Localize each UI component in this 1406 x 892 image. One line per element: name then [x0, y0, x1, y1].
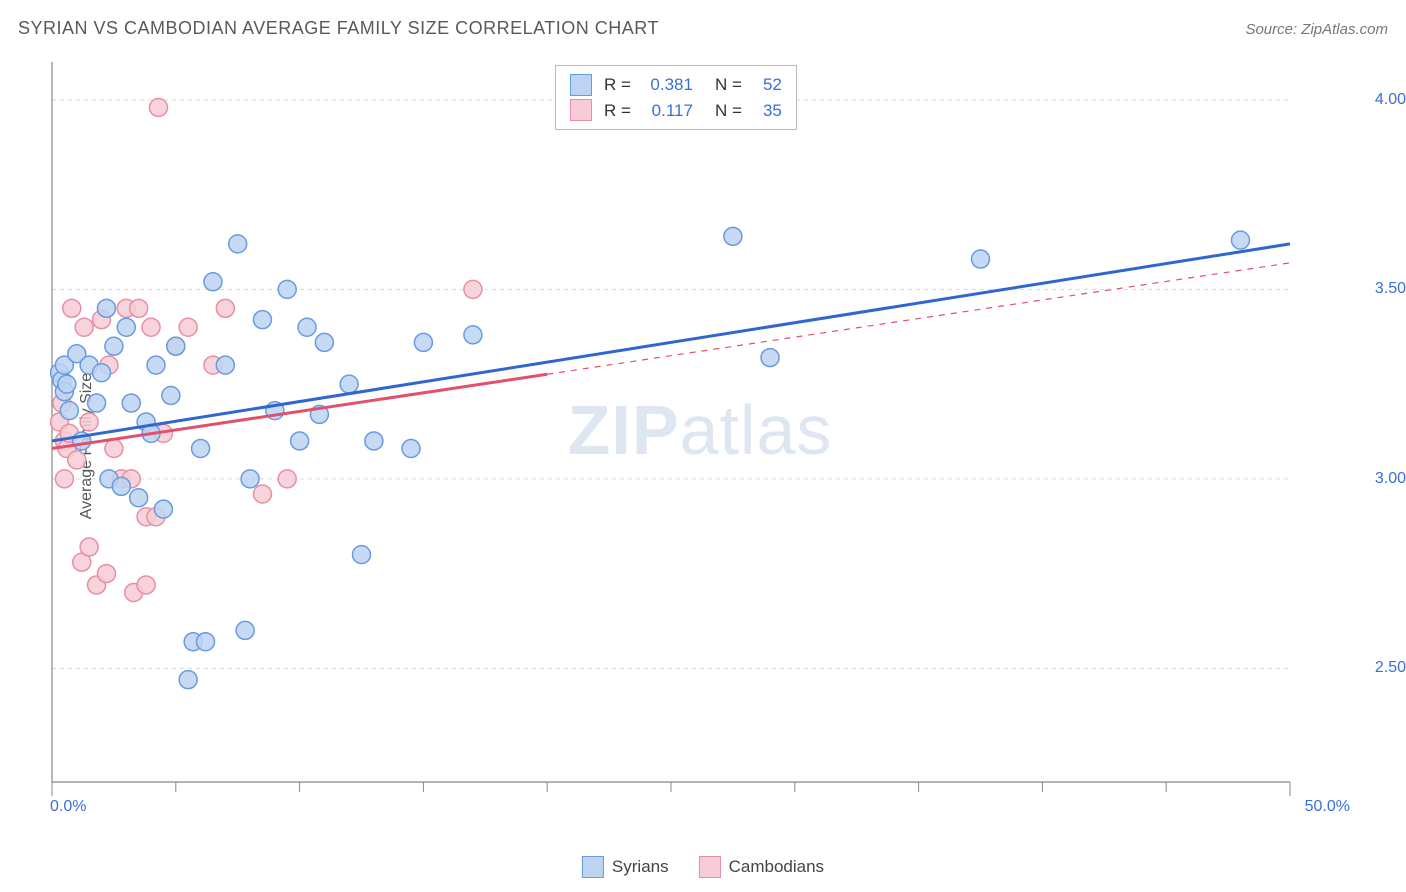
legend-swatch	[582, 856, 604, 878]
y-tick-label: 4.00	[1375, 91, 1406, 109]
stat-r-label: R =	[604, 72, 631, 98]
x-axis-max-label: 50.0%	[1305, 798, 1350, 816]
series-swatch	[570, 99, 592, 121]
legend-item: Cambodians	[699, 856, 824, 878]
legend-label: Cambodians	[729, 857, 824, 877]
watermark: ZIPatlas	[568, 390, 833, 470]
stat-n-label: N =	[715, 98, 742, 124]
y-tick-label: 3.50	[1375, 280, 1406, 298]
chart-title: SYRIAN VS CAMBODIAN AVERAGE FAMILY SIZE …	[18, 18, 659, 39]
stat-legend-box: R = 0.381 N = 52 R = 0.117 N = 35	[555, 65, 797, 130]
source-label: Source: ZipAtlas.com	[1245, 21, 1388, 38]
plot-area: ZIPatlas R =0.381N =52R =0.117N =35 2.50…	[50, 60, 1350, 830]
stat-n-value: 35	[752, 98, 782, 124]
watermark-rest: atlas	[680, 391, 833, 469]
legend-item: Syrians	[582, 856, 669, 878]
header-row: SYRIAN VS CAMBODIAN AVERAGE FAMILY SIZE …	[18, 18, 1388, 39]
y-tick-label: 3.00	[1375, 470, 1406, 488]
stat-row: R = 0.381 N = 52	[570, 72, 782, 98]
stat-r-value: 0.117	[641, 98, 693, 124]
legend-swatch	[699, 856, 721, 878]
stat-row: R = 0.117 N = 35	[570, 98, 782, 124]
x-axis-min-label: 0.0%	[50, 798, 86, 816]
bottom-legend: Syrians Cambodians	[582, 856, 824, 878]
stat-n-label: N =	[715, 72, 742, 98]
stat-n-value: 52	[752, 72, 782, 98]
y-tick-label: 2.50	[1375, 659, 1406, 677]
series-swatch	[570, 74, 592, 96]
watermark-bold: ZIP	[568, 391, 680, 469]
stat-r-label: R =	[604, 98, 631, 124]
stat-r-value: 0.381	[641, 72, 693, 98]
legend-label: Syrians	[612, 857, 669, 877]
